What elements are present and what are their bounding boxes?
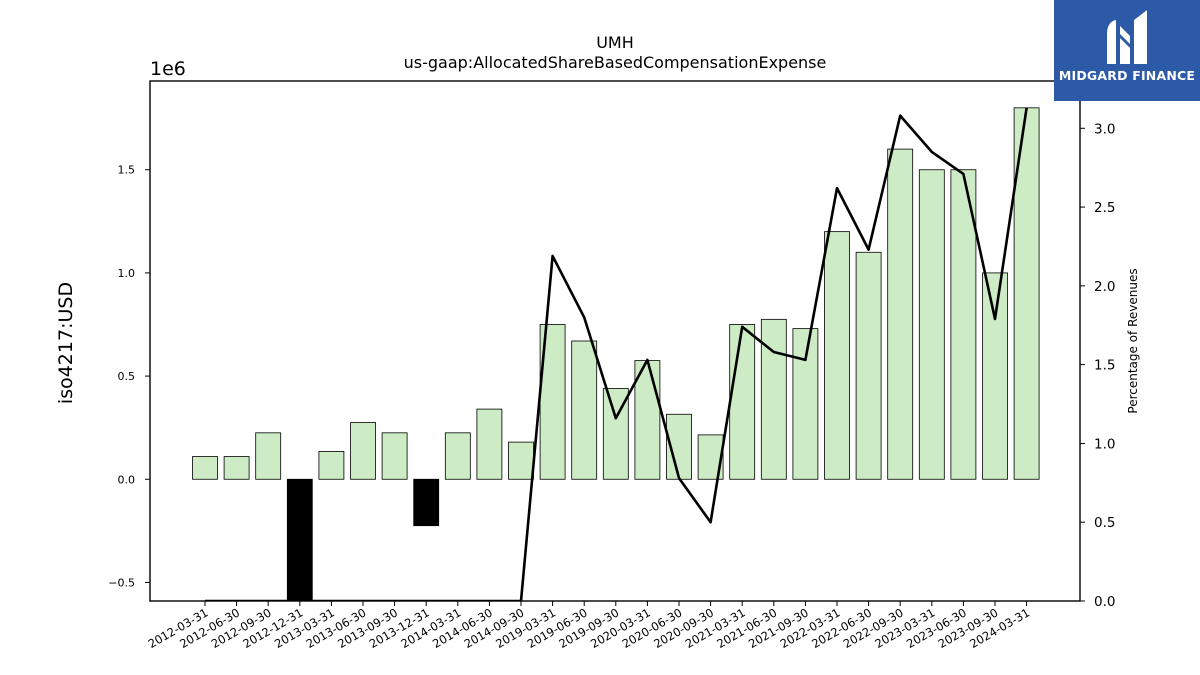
bar xyxy=(286,478,313,601)
bar xyxy=(571,340,598,480)
line-group xyxy=(205,107,1028,601)
y-axis-label: iso4217:USD xyxy=(55,282,77,404)
bar xyxy=(918,169,945,480)
chart-subtitle: us-gaap:AllocatedShareBasedCompensationE… xyxy=(404,53,827,72)
bar xyxy=(192,456,218,480)
bar xyxy=(792,328,819,480)
y2-tick-label: 2.5 xyxy=(1094,200,1115,216)
bar xyxy=(444,432,471,480)
y-tick-label: 1.0 xyxy=(118,267,136,280)
bar xyxy=(824,231,850,480)
y2-axis-label: Percentage of Revenues xyxy=(1126,268,1140,413)
bar xyxy=(982,272,1008,480)
bar xyxy=(476,408,503,480)
revenue-percentage-line xyxy=(205,107,1028,601)
bar xyxy=(887,148,914,480)
bar xyxy=(855,251,882,480)
y2-tick-label: 1.5 xyxy=(1094,358,1115,374)
bar xyxy=(223,456,250,480)
y2-tick-label: 3.0 xyxy=(1094,121,1115,137)
bar xyxy=(950,169,977,480)
logo: MIDGARD FINANCE xyxy=(1054,0,1200,101)
y2-tick-label: 1.0 xyxy=(1094,436,1115,452)
bars-group xyxy=(192,107,1040,601)
y-tick-label: 0.0 xyxy=(118,473,136,486)
y-offset-label: 1e6 xyxy=(150,58,186,80)
y-tick-label: 0.5 xyxy=(118,370,136,383)
y2-tick-label: 0.5 xyxy=(1094,515,1115,531)
midgard-m-logo-icon xyxy=(1107,10,1147,64)
bar xyxy=(255,432,282,480)
bar xyxy=(350,422,376,480)
bar xyxy=(508,441,534,480)
bar xyxy=(760,318,787,480)
y2-tick-label: 0.0 xyxy=(1094,594,1115,610)
bar xyxy=(729,324,756,480)
bar xyxy=(381,432,408,480)
y2-tick-label: 2.0 xyxy=(1094,279,1115,295)
y-tick-label: 1.5 xyxy=(118,164,136,177)
logo-text: MIDGARD FINANCE xyxy=(1058,68,1196,83)
bar xyxy=(413,478,440,527)
bar xyxy=(318,450,345,480)
y-tick-label: −0.5 xyxy=(108,576,135,589)
chart-title: UMH xyxy=(596,33,634,52)
plot-frame xyxy=(149,80,1081,602)
